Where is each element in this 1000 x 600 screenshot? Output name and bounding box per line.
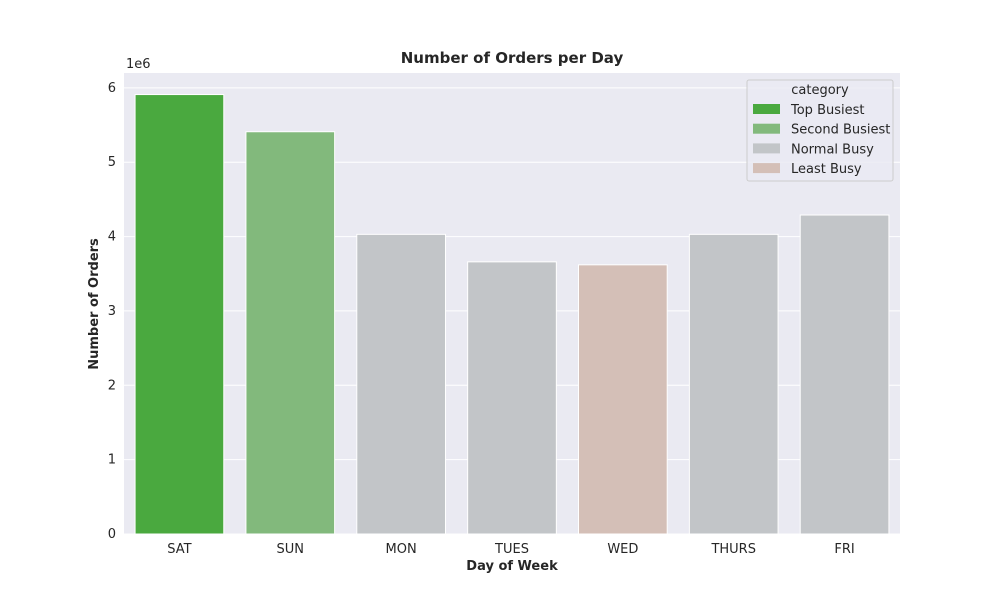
- legend: category Top Busiest Second Busiest Normal…: [746, 79, 894, 182]
- y-tick-label: 5: [108, 155, 116, 170]
- x-tick-label: TUES: [494, 542, 529, 557]
- bars: [134, 94, 890, 535]
- y-axis-ticks: 0 1 2 3 4 5 6: [108, 81, 116, 542]
- y-axis-offset-label: 1e6: [126, 57, 151, 72]
- x-axis-title: Day of Week: [466, 559, 558, 574]
- legend-swatch: [753, 143, 780, 154]
- legend-swatch: [753, 163, 780, 174]
- chart-title: Number of Orders per Day: [401, 49, 624, 67]
- x-tick-label: SUN: [277, 542, 305, 557]
- y-tick-label: 6: [108, 81, 116, 96]
- bar-sat: [134, 94, 225, 535]
- legend-label: Top Busiest: [790, 103, 864, 118]
- bar-sun: [245, 131, 336, 535]
- legend-swatch: [753, 104, 780, 114]
- bar-thurs: [688, 233, 779, 535]
- x-tick-label: MON: [386, 542, 417, 557]
- bar-wed: [578, 264, 668, 535]
- x-tick-label: THURS: [710, 542, 756, 557]
- legend-swatch: [753, 123, 780, 134]
- legend-box: [746, 79, 894, 182]
- bar-tues: [467, 261, 557, 535]
- legend-title: category: [791, 83, 849, 98]
- x-tick-label: WED: [607, 542, 638, 557]
- y-tick-label: 0: [108, 527, 116, 542]
- x-tick-label: SAT: [167, 542, 191, 557]
- y-axis-title: Number of Orders: [87, 238, 102, 370]
- y-tick-label: 3: [108, 304, 116, 319]
- bar-fri: [799, 214, 890, 535]
- x-tick-label: FRI: [834, 542, 854, 557]
- legend-label: Normal Busy: [791, 142, 874, 157]
- x-axis-ticks: SAT SUN MON TUES WED THURS FRI: [167, 542, 854, 557]
- legend-label: Second Busiest: [791, 123, 890, 138]
- y-tick-label: 4: [108, 230, 116, 245]
- bar-mon: [356, 233, 446, 535]
- legend-label: Least Busy: [791, 162, 862, 177]
- y-tick-label: 1: [108, 453, 116, 468]
- legend-entries: Top Busiest Second Busiest Normal Busy Leas…: [753, 103, 890, 177]
- y-tick-label: 2: [108, 378, 116, 393]
